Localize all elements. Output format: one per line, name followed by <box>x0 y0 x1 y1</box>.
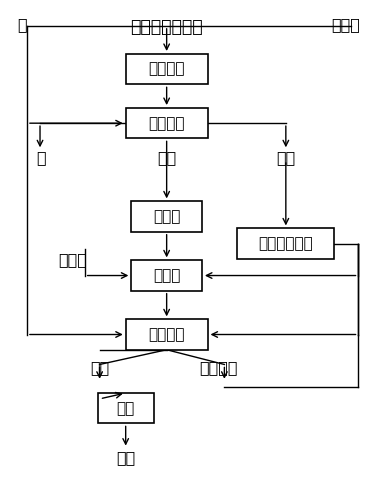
Bar <box>131 201 202 232</box>
Bar <box>125 54 208 84</box>
Bar <box>131 260 202 291</box>
Text: 预处理: 预处理 <box>153 209 180 224</box>
Text: 水: 水 <box>18 17 27 32</box>
Text: 高压浸出: 高压浸出 <box>149 62 185 77</box>
Text: 沉钼钨: 沉钼钨 <box>153 268 180 283</box>
Text: 沉钼后液: 沉钼后液 <box>200 360 238 375</box>
Bar <box>237 228 334 259</box>
Text: 产品: 产品 <box>116 450 135 465</box>
Text: 滤液: 滤液 <box>157 150 176 165</box>
Bar <box>125 319 208 350</box>
Text: 过滤洗涤: 过滤洗涤 <box>149 327 185 342</box>
Text: 渣: 渣 <box>36 150 46 165</box>
Text: 氧化钼钨粗精矿: 氧化钼钨粗精矿 <box>130 17 203 35</box>
Text: 沉淀剂: 沉淀剂 <box>59 252 88 267</box>
Text: 洗水: 洗水 <box>276 150 296 165</box>
Text: 干燥: 干燥 <box>116 401 135 415</box>
Bar <box>98 393 153 423</box>
Text: 过滤洗涤: 过滤洗涤 <box>149 116 185 131</box>
Text: 返回浸出配料: 返回浸出配料 <box>259 236 313 251</box>
Bar <box>125 108 208 139</box>
Text: 滤饼: 滤饼 <box>90 360 109 375</box>
Text: 碳酸钠: 碳酸钠 <box>332 17 360 32</box>
